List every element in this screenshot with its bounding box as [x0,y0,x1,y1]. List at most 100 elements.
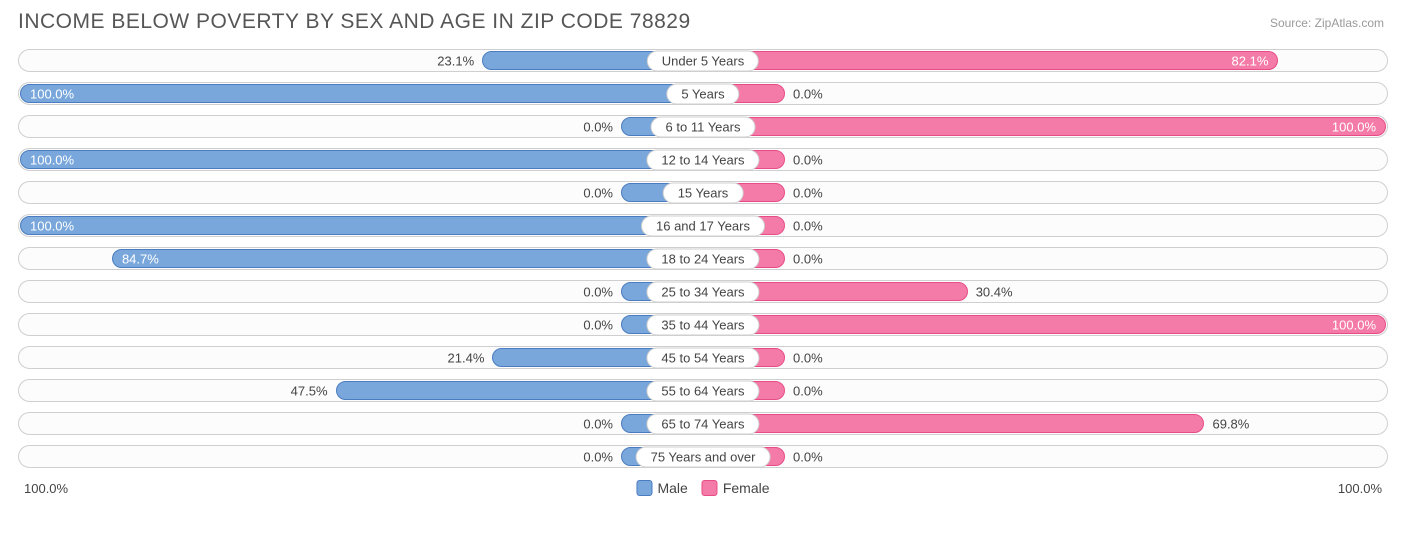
half-left: 23.1% [18,49,703,72]
chart-row: 23.1% 82.1% Under 5 Years [18,46,1388,75]
value-male: 0.0% [583,284,613,299]
value-female: 0.0% [793,218,823,233]
half-right: 0.0% [703,181,1388,204]
half-left: 100.0% [18,148,703,171]
bar-female [715,117,1386,136]
bar-male [20,216,691,235]
row-label: 18 to 24 Years [646,248,759,269]
value-female: 0.0% [793,185,823,200]
value-male: 0.0% [583,416,613,431]
half-right: 100.0% [703,115,1388,138]
row-label: 15 Years [663,182,744,203]
half-right: 100.0% [703,313,1388,336]
half-left: 0.0% [18,280,703,303]
half-left: 0.0% [18,412,703,435]
half-right: 0.0% [703,214,1388,237]
chart-row: 0.0% 69.8% 65 to 74 Years [18,409,1388,438]
chart-row: 0.0% 100.0% 6 to 11 Years [18,112,1388,141]
row-label: 12 to 14 Years [646,149,759,170]
half-right: 82.1% [703,49,1388,72]
chart-footer: 100.0% Male Female 100.0% [18,477,1388,499]
chart-container: INCOME BELOW POVERTY BY SEX AND AGE IN Z… [0,0,1406,559]
half-right: 0.0% [703,445,1388,468]
legend-item-male: Male [636,480,687,496]
legend-label-female: Female [723,480,770,496]
legend-label-male: Male [657,480,687,496]
half-left: 0.0% [18,445,703,468]
chart-title: INCOME BELOW POVERTY BY SEX AND AGE IN Z… [18,10,1388,34]
bar-male [20,84,691,103]
value-female: 0.0% [793,350,823,365]
half-left: 100.0% [18,214,703,237]
value-female: 100.0% [1332,317,1376,332]
value-male: 21.4% [448,350,485,365]
half-right: 69.8% [703,412,1388,435]
half-right: 0.0% [703,82,1388,105]
value-female: 0.0% [793,86,823,101]
half-right: 30.4% [703,280,1388,303]
value-female: 30.4% [976,284,1013,299]
chart-row: 0.0% 0.0% 15 Years [18,178,1388,207]
value-female: 69.8% [1212,416,1249,431]
chart-row: 0.0% 100.0% 35 to 44 Years [18,310,1388,339]
row-label: 75 Years and over [636,446,771,467]
legend-item-female: Female [702,480,770,496]
half-right: 0.0% [703,379,1388,402]
chart-row: 0.0% 30.4% 25 to 34 Years [18,277,1388,306]
row-label: 25 to 34 Years [646,281,759,302]
bar-male [20,150,691,169]
chart-row: 84.7% 0.0% 18 to 24 Years [18,244,1388,273]
value-female: 0.0% [793,449,823,464]
value-female: 100.0% [1332,119,1376,134]
bar-male [336,381,691,400]
half-left: 84.7% [18,247,703,270]
half-left: 100.0% [18,82,703,105]
row-label: 45 to 54 Years [646,347,759,368]
chart-row: 100.0% 0.0% 12 to 14 Years [18,145,1388,174]
bar-female [715,51,1278,70]
chart-row: 0.0% 0.0% 75 Years and over [18,442,1388,471]
axis-label-right: 100.0% [1338,481,1382,496]
value-male: 23.1% [437,53,474,68]
row-label: 35 to 44 Years [646,314,759,335]
row-label: 16 and 17 Years [641,215,765,236]
value-male: 100.0% [30,218,74,233]
value-male: 0.0% [583,119,613,134]
half-right: 0.0% [703,247,1388,270]
legend-swatch-male [636,480,652,496]
chart-source: Source: ZipAtlas.com [1270,16,1384,30]
chart-row: 100.0% 0.0% 5 Years [18,79,1388,108]
value-male: 100.0% [30,152,74,167]
value-female: 0.0% [793,251,823,266]
value-male: 47.5% [291,383,328,398]
legend-swatch-female [702,480,718,496]
half-left: 47.5% [18,379,703,402]
value-male: 84.7% [122,251,159,266]
value-male: 0.0% [583,317,613,332]
half-left: 0.0% [18,115,703,138]
value-male: 100.0% [30,86,74,101]
row-label: Under 5 Years [647,50,759,71]
value-female: 82.1% [1232,53,1269,68]
value-female: 0.0% [793,383,823,398]
chart-row: 47.5% 0.0% 55 to 64 Years [18,376,1388,405]
half-left: 0.0% [18,313,703,336]
chart-rows: 23.1% 82.1% Under 5 Years 100.0% 0.0% 5 Years… [18,46,1388,471]
bar-female [715,414,1204,433]
row-label: 65 to 74 Years [646,413,759,434]
half-right: 0.0% [703,148,1388,171]
chart-legend: Male Female [636,480,769,496]
value-male: 0.0% [583,185,613,200]
bar-male [112,249,691,268]
value-female: 0.0% [793,152,823,167]
half-left: 21.4% [18,346,703,369]
row-label: 6 to 11 Years [651,116,756,137]
chart-row: 100.0% 0.0% 16 and 17 Years [18,211,1388,240]
bar-female [715,315,1386,334]
half-right: 0.0% [703,346,1388,369]
row-label: 55 to 64 Years [646,380,759,401]
chart-row: 21.4% 0.0% 45 to 54 Years [18,343,1388,372]
value-male: 0.0% [583,449,613,464]
row-label: 5 Years [666,83,739,104]
half-left: 0.0% [18,181,703,204]
